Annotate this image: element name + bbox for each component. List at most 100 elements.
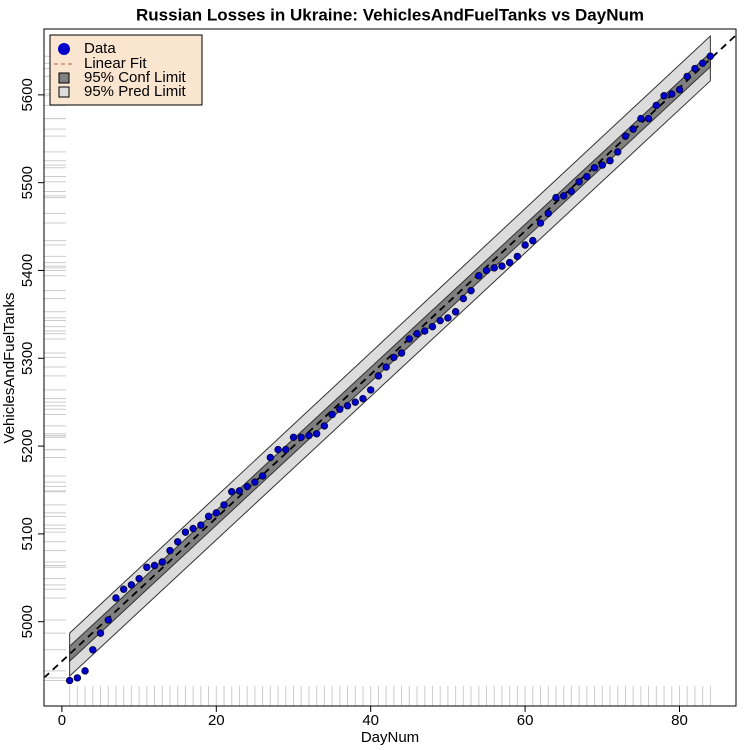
data-point [73, 674, 82, 682]
data-point [668, 90, 676, 98]
data-point [652, 101, 661, 110]
legend-marker [58, 43, 70, 55]
data-point [150, 561, 159, 570]
data-point [397, 349, 406, 357]
data-point [575, 178, 583, 186]
data-point [644, 114, 653, 123]
data-point [621, 132, 630, 140]
data-point [81, 667, 89, 675]
data-point [143, 563, 151, 571]
legend-marker [58, 72, 70, 84]
data-point [359, 394, 367, 403]
legend-box [49, 34, 203, 106]
x-tick-label: 20 [208, 712, 225, 729]
data-point [289, 433, 298, 442]
data-point [104, 616, 112, 624]
data-point [266, 453, 275, 462]
y-tick-label: 5400 [19, 254, 36, 287]
data-point [451, 308, 460, 316]
data-point [320, 422, 329, 430]
data-point [204, 512, 213, 521]
y-tick-label: 5200 [19, 429, 36, 462]
y-axis-label: VehiclesAndFuelTanks [1, 293, 18, 444]
data-point [197, 521, 205, 529]
data-point [660, 92, 668, 100]
data-point [212, 509, 221, 517]
data-point [274, 445, 282, 454]
data-point [475, 272, 483, 280]
x-axis-label: DayNum [361, 729, 419, 746]
y-tick-label: 5600 [19, 78, 36, 111]
x-tick-label: 0 [58, 712, 66, 729]
y-tick-label: 5500 [19, 166, 36, 199]
data-point [351, 398, 359, 406]
data-point [96, 629, 105, 637]
data-point [413, 329, 421, 338]
data-point [583, 172, 591, 181]
data-point [529, 236, 537, 245]
data-point [258, 472, 267, 480]
data-point [228, 488, 236, 496]
data-point [637, 114, 645, 123]
data-point [567, 187, 576, 196]
data-point [683, 72, 691, 81]
data-point [235, 487, 244, 495]
data-point [367, 386, 375, 394]
data-point [65, 676, 74, 685]
data-point [698, 59, 707, 67]
legend-label: 95% Conf Limit [84, 69, 187, 86]
data-point [282, 445, 290, 454]
y-tick-label: 5100 [19, 517, 36, 550]
x-tick-label: 60 [517, 712, 534, 729]
data-point [127, 581, 136, 589]
data-point [251, 478, 259, 486]
legend-label: 95% Pred Limit [84, 83, 187, 100]
data-point [166, 546, 174, 555]
data-point [436, 316, 444, 325]
data-point [189, 524, 197, 533]
data-point [706, 52, 715, 60]
chart-title: Russian Losses in Ukraine: VehiclesAndFu… [136, 5, 644, 24]
data-point [606, 157, 614, 165]
data-point [590, 164, 599, 172]
data-point [544, 209, 552, 218]
plot-frame [43, 28, 737, 707]
data-point [691, 64, 699, 73]
data-point [374, 372, 383, 380]
data-point [428, 322, 437, 331]
data-point [490, 264, 498, 272]
data-point [459, 294, 468, 303]
data-point [297, 433, 305, 442]
data-point [482, 266, 491, 275]
data-point [89, 646, 97, 654]
legend-label: Linear Fit [84, 55, 147, 72]
data-point [328, 410, 336, 419]
data-point [305, 431, 313, 440]
data-point [552, 193, 560, 202]
legend-marker [58, 86, 70, 98]
data-point [498, 262, 506, 270]
legend-label: Data [84, 40, 116, 57]
data-point [536, 219, 545, 227]
data-point [675, 85, 684, 94]
data-point [444, 314, 452, 322]
data-point [220, 501, 228, 509]
data-point [598, 161, 606, 169]
data-point [135, 574, 143, 583]
x-tick-label: 80 [671, 712, 688, 729]
data-point [181, 528, 190, 536]
fit-line [44, 34, 736, 679]
data-point [243, 482, 251, 491]
data-point [390, 353, 398, 362]
data-point [505, 258, 514, 267]
data-point [467, 286, 475, 295]
data-point [112, 594, 120, 602]
data-point [629, 125, 637, 133]
data-point [421, 327, 429, 335]
data-point [559, 192, 568, 200]
data-point [312, 430, 321, 438]
data-point [119, 585, 128, 593]
y-tick-label: 5000 [19, 605, 36, 638]
